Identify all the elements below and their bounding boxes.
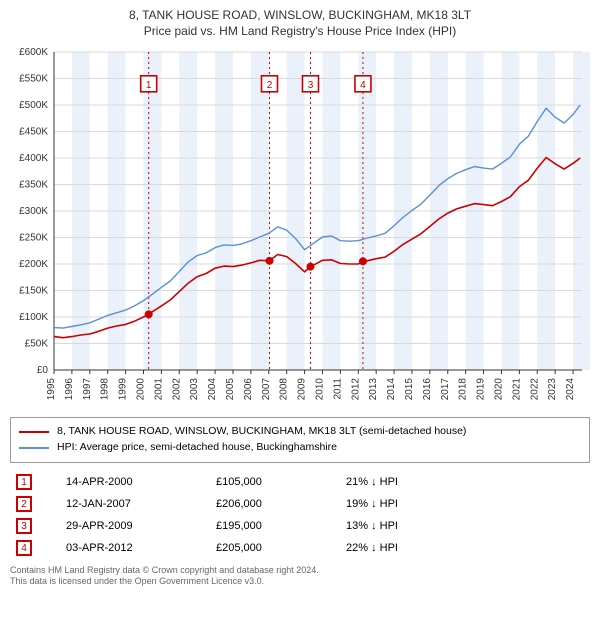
svg-text:2015: 2015	[404, 378, 415, 401]
tx-badge: 3	[16, 518, 32, 534]
svg-text:2023: 2023	[547, 378, 558, 401]
svg-text:2014: 2014	[386, 378, 397, 401]
svg-text:£300K: £300K	[19, 206, 48, 217]
tx-delta: 13% ↓ HPI	[340, 515, 590, 537]
chart-svg: £0 £50K £100K £150K £200K £250K £300K £350K £400…	[10, 44, 590, 404]
svg-text:2007: 2007	[261, 378, 272, 401]
svg-text:2013: 2013	[368, 378, 379, 401]
legend-row-property: 8, TANK HOUSE ROAD, WINSLOW, BUCKINGHAM,…	[19, 424, 581, 440]
legend-text-hpi: HPI: Average price, semi-detached house,…	[57, 440, 337, 456]
svg-text:1997: 1997	[82, 378, 93, 401]
svg-text:£100K: £100K	[19, 312, 48, 323]
svg-text:£550K: £550K	[19, 74, 48, 85]
tx-badge: 1	[16, 474, 32, 490]
legend-swatch-property	[19, 431, 49, 433]
tx-badge: 2	[16, 496, 32, 512]
svg-text:2019: 2019	[476, 378, 487, 401]
footer-line-2: This data is licensed under the Open Gov…	[10, 576, 590, 588]
svg-text:2000: 2000	[135, 378, 146, 401]
svg-text:2004: 2004	[207, 378, 218, 401]
svg-text:2024: 2024	[565, 378, 576, 401]
table-row: 1 14-APR-2000£105,00021% ↓ HPI	[10, 471, 590, 493]
svg-text:2022: 2022	[529, 378, 540, 401]
tx-price: £205,000	[210, 537, 340, 559]
svg-text:2001: 2001	[153, 378, 164, 401]
tx-price: £195,000	[210, 515, 340, 537]
svg-text:£150K: £150K	[19, 286, 48, 297]
svg-text:£350K: £350K	[19, 180, 48, 191]
svg-text:3: 3	[308, 80, 314, 91]
svg-text:2016: 2016	[422, 378, 433, 401]
svg-text:1995: 1995	[46, 378, 57, 401]
svg-text:1: 1	[146, 80, 152, 91]
svg-text:£50K: £50K	[25, 339, 49, 350]
svg-text:2020: 2020	[493, 378, 504, 401]
legend: 8, TANK HOUSE ROAD, WINSLOW, BUCKINGHAM,…	[10, 417, 590, 463]
legend-text-property: 8, TANK HOUSE ROAD, WINSLOW, BUCKINGHAM,…	[57, 424, 466, 440]
svg-text:2011: 2011	[332, 378, 343, 400]
footer-line-1: Contains HM Land Registry data © Crown c…	[10, 565, 590, 577]
title-line-2: Price paid vs. HM Land Registry's House …	[10, 24, 590, 38]
svg-text:£400K: £400K	[19, 153, 48, 164]
svg-text:2005: 2005	[225, 378, 236, 401]
svg-text:£250K: £250K	[19, 233, 48, 244]
svg-text:1998: 1998	[100, 378, 111, 401]
footer: Contains HM Land Registry data © Crown c…	[10, 565, 590, 588]
transactions-table: 1 14-APR-2000£105,00021% ↓ HPI 2 12-JAN-200…	[10, 471, 590, 559]
table-row: 2 12-JAN-2007£206,00019% ↓ HPI	[10, 493, 590, 515]
table-row: 4 03-APR-2012£205,00022% ↓ HPI	[10, 537, 590, 559]
tx-price: £105,000	[210, 471, 340, 493]
svg-text:2009: 2009	[297, 378, 308, 401]
svg-text:£200K: £200K	[19, 259, 48, 270]
tx-delta: 22% ↓ HPI	[340, 537, 590, 559]
tx-date: 29-APR-2009	[60, 515, 210, 537]
svg-text:2018: 2018	[458, 378, 469, 401]
svg-text:2002: 2002	[171, 378, 182, 401]
svg-text:2021: 2021	[511, 378, 522, 401]
svg-text:2: 2	[267, 80, 273, 91]
svg-text:1999: 1999	[118, 378, 129, 401]
tx-date: 14-APR-2000	[60, 471, 210, 493]
title-line-1: 8, TANK HOUSE ROAD, WINSLOW, BUCKINGHAM,…	[10, 8, 590, 22]
svg-text:2006: 2006	[243, 378, 254, 401]
tx-date: 12-JAN-2007	[60, 493, 210, 515]
price-chart: £0 £50K £100K £150K £200K £250K £300K £350K £400…	[10, 44, 590, 409]
tx-price: £206,000	[210, 493, 340, 515]
svg-text:1996: 1996	[64, 378, 75, 401]
legend-row-hpi: HPI: Average price, semi-detached house,…	[19, 440, 581, 456]
svg-text:2003: 2003	[189, 378, 200, 401]
svg-text:£450K: £450K	[19, 127, 48, 138]
tx-date: 03-APR-2012	[60, 537, 210, 559]
svg-text:2008: 2008	[279, 378, 290, 401]
table-row: 3 29-APR-2009£195,00013% ↓ HPI	[10, 515, 590, 537]
tx-delta: 19% ↓ HPI	[340, 493, 590, 515]
svg-text:4: 4	[360, 80, 366, 91]
svg-text:£500K: £500K	[19, 100, 48, 111]
svg-text:£600K: £600K	[19, 47, 48, 58]
legend-swatch-hpi	[19, 447, 49, 449]
svg-text:2017: 2017	[440, 378, 451, 401]
svg-text:2012: 2012	[350, 378, 361, 401]
tx-badge: 4	[16, 540, 32, 556]
svg-text:2010: 2010	[314, 378, 325, 401]
svg-text:£0: £0	[37, 365, 49, 376]
tx-delta: 21% ↓ HPI	[340, 471, 590, 493]
